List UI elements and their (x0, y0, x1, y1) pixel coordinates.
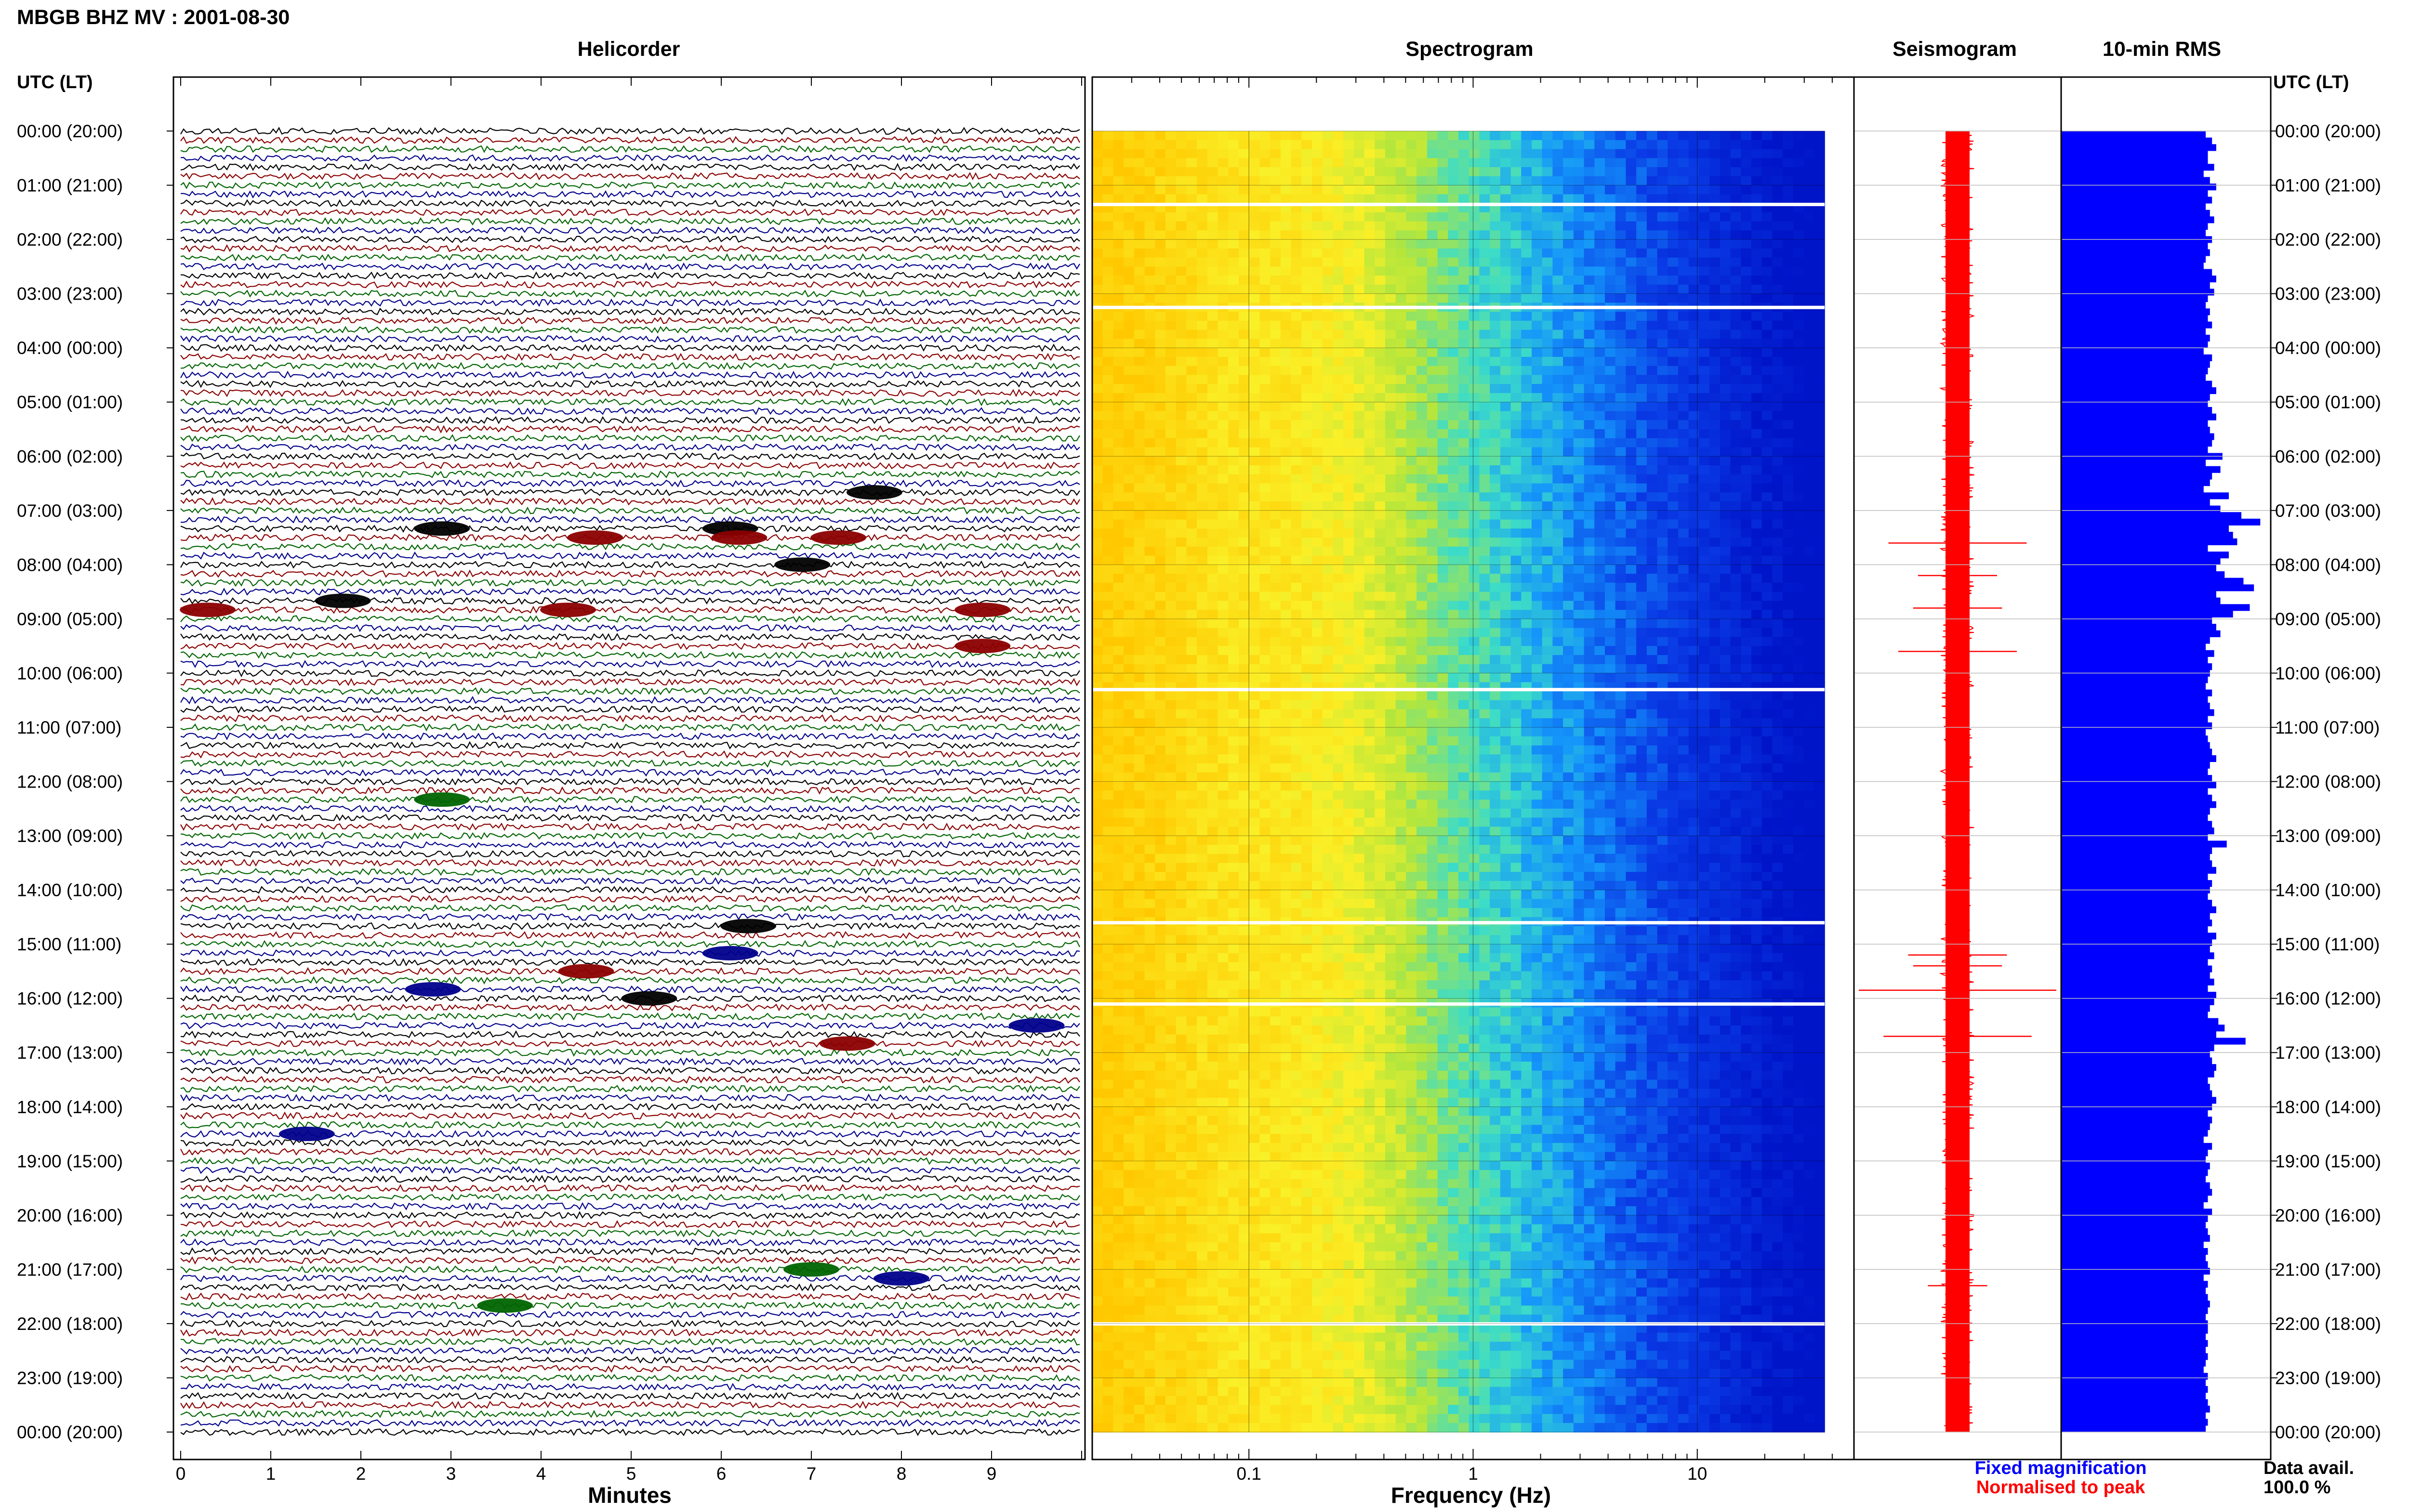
hour-tick-label-left: 22:00 (18:00) (17, 1314, 123, 1334)
minutes-axis-label: Minutes (588, 1483, 672, 1508)
hour-tick-label-right: 09:00 (05:00) (2275, 609, 2381, 629)
hour-tick-label-left: 00:00 (20:00) (17, 121, 123, 141)
hour-tick-label-right: 15:00 (11:00) (2275, 934, 2380, 954)
hour-gridlines (1092, 131, 2271, 1433)
hour-tick-label-right: 20:00 (16:00) (2275, 1206, 2381, 1225)
hour-tick-label-right: 11:00 (07:00) (2275, 718, 2380, 737)
utc-label-right: UTC (LT) (2273, 72, 2349, 92)
hour-tick-label-left: 04:00 (00:00) (17, 338, 123, 358)
hour-tick-label-right: 12:00 (08:00) (2275, 772, 2381, 792)
hour-tick-label-right: 14:00 (10:00) (2275, 881, 2381, 900)
hour-tick-label-left: 11:00 (07:00) (17, 718, 121, 737)
fixed-magnification-legend: Fixed magnification (1975, 1458, 2147, 1478)
minute-tick-label: 7 (807, 1464, 817, 1484)
hour-tick-label-left: 16:00 (12:00) (17, 989, 123, 1009)
utc-label-left: UTC (LT) (17, 72, 93, 92)
hour-tick-label-right: 06:00 (02:00) (2275, 447, 2381, 466)
data-avail-label: Data avail. (2263, 1458, 2354, 1478)
spectrogram-image (1092, 131, 1825, 1433)
hour-tick-label-left: 06:00 (02:00) (17, 447, 123, 466)
hour-tick-label-left: 07:00 (03:00) (17, 501, 123, 521)
minute-tick-label: 9 (987, 1464, 997, 1484)
spectrogram-title: Spectrogram (1405, 38, 1533, 61)
tick-labels: 00:00 (20:00) 00:00 (20:00) 01:00 (21:00) 0… (17, 121, 2381, 1484)
hour-tick-label-left: 17:00 (13:00) (17, 1043, 123, 1063)
frequency-tick-label: 10 (1687, 1464, 1707, 1484)
helicorder-title: Helicorder (578, 38, 680, 61)
hour-tick-label-left: 21:00 (17:00) (17, 1260, 123, 1279)
figure-title: MBGB BHZ MV : 2001-08-30 (17, 6, 290, 29)
rms-title: 10-min RMS (2103, 38, 2221, 61)
hour-tick-label-left: 10:00 (06:00) (17, 663, 123, 683)
hour-tick-label-left: 08:00 (04:00) (17, 555, 123, 575)
hour-tick-label-right: 00:00 (20:00) (2275, 1422, 2381, 1442)
hour-tick-label-right: 18:00 (14:00) (2275, 1097, 2381, 1117)
hour-tick-label-left: 13:00 (09:00) (17, 826, 123, 846)
hour-tick-label-right: 05:00 (01:00) (2275, 393, 2381, 412)
hour-tick-label-right: 03:00 (23:00) (2275, 284, 2381, 304)
axes-frames (167, 76, 2277, 1460)
rms-bars (2061, 131, 2261, 1433)
minute-tick-label: 2 (356, 1464, 366, 1484)
hour-tick-label-left: 03:00 (23:00) (17, 284, 123, 304)
hour-tick-label-right: 10:00 (06:00) (2275, 663, 2381, 683)
hour-tick-label-left: 15:00 (11:00) (17, 934, 121, 954)
hour-tick-label-left: 00:00 (20:00) (17, 1422, 123, 1442)
hour-tick-label-left: 14:00 (10:00) (17, 881, 123, 900)
hour-tick-label-right: 02:00 (22:00) (2275, 230, 2381, 250)
hour-tick-label-right: 00:00 (20:00) (2275, 121, 2381, 141)
frequency-axis-label: Frequency (Hz) (1391, 1483, 1551, 1508)
hour-tick-label-left: 01:00 (21:00) (17, 176, 123, 196)
hour-tick-label-right: 17:00 (13:00) (2275, 1043, 2381, 1063)
hour-tick-label-right: 16:00 (12:00) (2275, 989, 2381, 1009)
minute-tick-label: 5 (626, 1464, 636, 1484)
hour-tick-label-left: 23:00 (19:00) (17, 1368, 123, 1388)
data-avail-value: 100.0 % (2263, 1477, 2330, 1498)
minute-tick-label: 6 (716, 1464, 727, 1484)
hour-tick-label-left: 20:00 (16:00) (17, 1206, 123, 1225)
hour-tick-label-left: 18:00 (14:00) (17, 1097, 123, 1117)
hour-tick-label-right: 13:00 (09:00) (2275, 826, 2381, 846)
minute-tick-label: 0 (176, 1464, 186, 1484)
hour-tick-label-right: 01:00 (21:00) (2275, 176, 2381, 196)
hour-tick-label-right: 08:00 (04:00) (2275, 555, 2381, 575)
hour-tick-label-left: 19:00 (15:00) (17, 1151, 123, 1171)
hour-tick-label-left: 09:00 (05:00) (17, 609, 123, 629)
frequency-tick-label: 0.1 (1236, 1464, 1261, 1484)
hour-tick-label-right: 04:00 (00:00) (2275, 338, 2381, 358)
minute-tick-label: 8 (897, 1464, 907, 1484)
hour-tick-label-right: 23:00 (19:00) (2275, 1368, 2381, 1388)
hour-tick-label-right: 07:00 (03:00) (2275, 501, 2381, 521)
frequency-tick-label: 1 (1468, 1464, 1478, 1484)
hour-tick-label-right: 22:00 (18:00) (2275, 1314, 2381, 1334)
hour-tick-label-left: 12:00 (08:00) (17, 772, 123, 792)
hour-tick-label-left: 02:00 (22:00) (17, 230, 123, 250)
hour-tick-label-right: 21:00 (17:00) (2275, 1260, 2381, 1279)
seismogram-title: Seismogram (1893, 38, 2017, 61)
normalised-to-peak-legend: Normalised to peak (1976, 1477, 2145, 1498)
helicorder-traces (180, 127, 1080, 1436)
minute-tick-label: 3 (446, 1464, 456, 1484)
minute-tick-label: 4 (536, 1464, 546, 1484)
hour-tick-label-left: 05:00 (01:00) (17, 393, 123, 412)
hour-tick-label-right: 19:00 (15:00) (2275, 1151, 2381, 1171)
minute-tick-label: 1 (266, 1464, 276, 1484)
